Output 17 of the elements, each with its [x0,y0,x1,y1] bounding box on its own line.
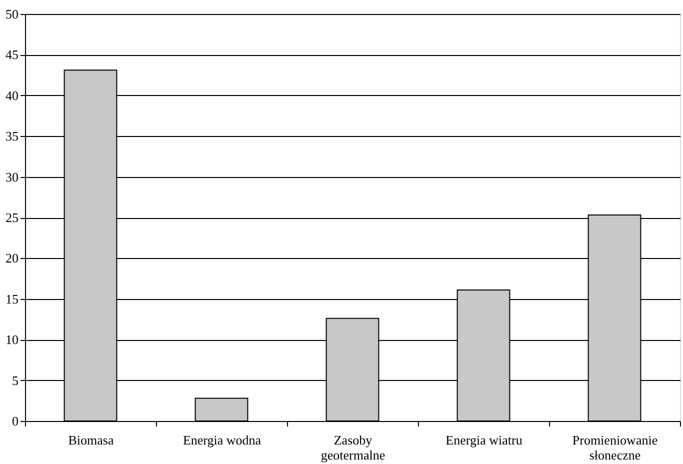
y-tick-label: 5 [12,372,18,388]
y-tick-label: 30 [6,169,18,184]
bar [194,398,248,422]
y-tick-label: 25 [6,210,18,225]
x-tick-label: Zasoby geotermalne [320,432,386,462]
y-tick-label: 50 [6,6,18,22]
y-tick-label: 45 [6,47,18,62]
y-tick-label: 15 [6,291,18,306]
x-tick-label: Promieniowanie słoneczne [572,432,658,462]
y-tick-label: 0 [12,414,18,428]
y-tick-label: 40 [6,88,18,103]
x-tick-label: Energia wodna [182,432,262,448]
y-tick-label: 10 [6,332,18,348]
x-tick-label: Biomasa [68,432,114,448]
y-tick-label: 20 [6,250,18,266]
x-tick-label: Energia wiatru [446,432,523,448]
y-tick-label: 35 [6,128,18,144]
